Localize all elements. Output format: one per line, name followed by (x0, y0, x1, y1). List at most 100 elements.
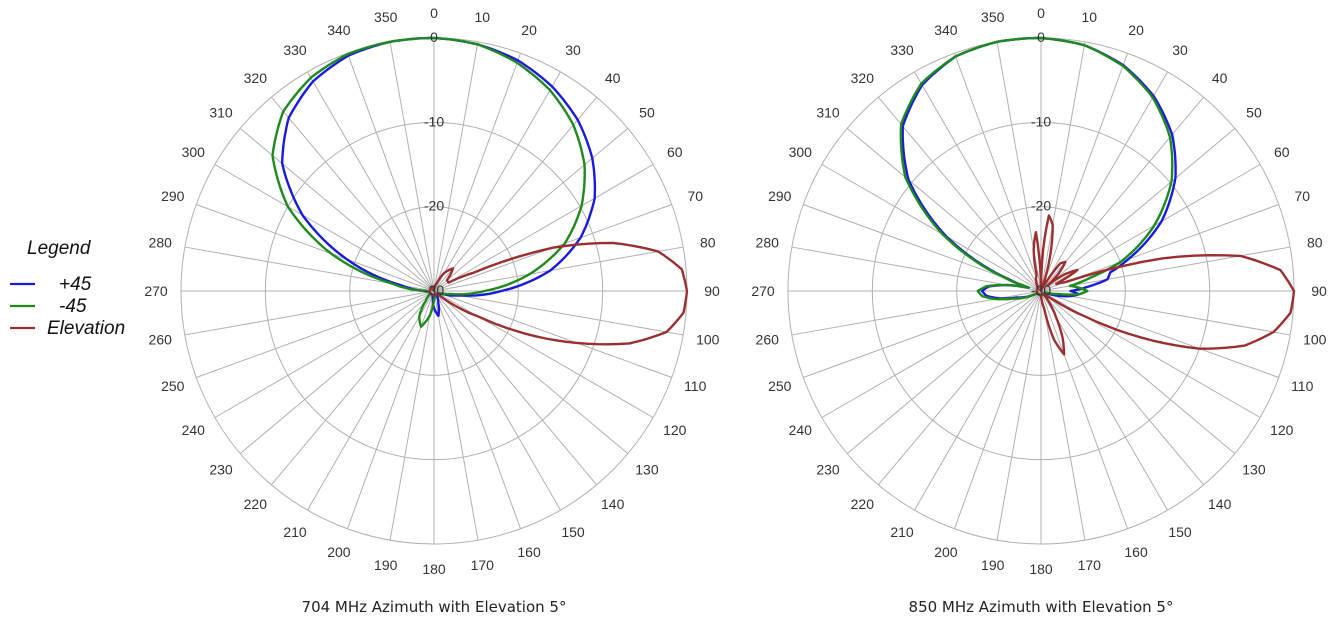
angular-tick-label: 340 (327, 22, 351, 38)
grid-spoke (196, 203, 435, 292)
radial-tick-labels: 0 -10 -20 -30 (1031, 29, 1051, 298)
angular-tick-label: 120 (1270, 422, 1294, 438)
angular-tick-labels: 0 10 20 30 40 50 60 70 80 90 100 110 120 130 140 150 160… (144, 5, 720, 577)
series-line-minus45 (899, 36, 1174, 301)
grid-spoke (1040, 290, 1168, 511)
grid-spoke (196, 290, 435, 379)
angular-tick-label: 160 (517, 544, 541, 560)
grid-spoke (433, 290, 684, 336)
grid-spoke (433, 290, 479, 541)
angular-tick-label: 260 (756, 331, 780, 347)
grid-spoke (307, 71, 435, 292)
angular-tick-label: 70 (687, 188, 703, 204)
grid-spoke (214, 164, 435, 292)
grid-spoke (791, 246, 1042, 292)
angular-tick-label: 60 (1274, 144, 1290, 160)
angular-tick-label: 170 (1078, 557, 1102, 573)
grid-spoke (1040, 127, 1236, 292)
angular-tick-label: 20 (1128, 22, 1144, 38)
angular-tick-label: 240 (182, 422, 206, 438)
angular-tick-label: 270 (751, 283, 775, 299)
angular-tick-label: 130 (635, 462, 659, 478)
angular-tick-label: 200 (934, 544, 958, 560)
angular-tick-label: 100 (696, 331, 720, 347)
grid-spoke (846, 127, 1042, 292)
angular-tick-label: 50 (639, 104, 655, 120)
grid-spoke (433, 290, 654, 418)
grid-spoke (433, 290, 561, 511)
grid-spoke (433, 53, 522, 292)
angular-tick-label: 230 (209, 462, 233, 478)
angular-tick-label: 210 (890, 524, 914, 540)
angular-tick-label: 330 (890, 42, 914, 58)
series-line-Elevation (428, 241, 689, 346)
grid-spoke (1040, 290, 1129, 529)
angular-tick-label: 310 (816, 104, 840, 120)
radial-tick-label: -10 (424, 113, 444, 129)
angular-tick-label: 80 (1307, 235, 1323, 251)
angular-tick-label: 290 (161, 188, 185, 204)
chart-caption: 850 MHz Azimuth with Elevation 5° (909, 598, 1174, 616)
polar-chart-850: 0 10 20 30 40 50 60 70 80 90 100 110 120 130 140 150 160… (751, 5, 1327, 616)
angular-tick-label: 220 (244, 496, 268, 512)
angular-tick-label: 210 (283, 524, 307, 540)
grid-spoke (1040, 290, 1086, 541)
radial-tick-label: -20 (1031, 198, 1051, 214)
grid-spoke (214, 290, 435, 418)
angular-tick-label: 160 (1124, 544, 1148, 560)
grid-spoke (1040, 41, 1086, 292)
angular-tick-label: 130 (1242, 462, 1266, 478)
angular-tick-label: 40 (605, 70, 621, 86)
grid-spoke (821, 290, 1042, 418)
angular-tick-label: 0 (430, 5, 438, 21)
grid-spoke (1040, 71, 1168, 292)
grid-spoke (346, 290, 435, 529)
legend-label: +45 (59, 274, 92, 295)
grid-spoke (433, 127, 629, 292)
angular-tick-label: 350 (374, 9, 398, 25)
radial-tick-label: -30 (1031, 282, 1051, 298)
radial-tick-label: -10 (1031, 113, 1051, 129)
angular-tick-label: 350 (981, 9, 1005, 25)
angular-tick-label: 140 (1208, 496, 1232, 512)
angular-tick-label: 220 (851, 496, 875, 512)
grid-spoke (239, 290, 435, 455)
angular-tick-label: 180 (422, 561, 446, 577)
angular-tick-label: 150 (1168, 524, 1192, 540)
grid-spoke (1040, 246, 1291, 292)
angular-tick-label: 120 (663, 422, 687, 438)
grid-spoke (996, 290, 1042, 541)
grid-spoke (433, 290, 522, 529)
angular-tick-label: 20 (521, 22, 537, 38)
angular-tick-label: 70 (1294, 188, 1310, 204)
angular-tick-label: 300 (789, 144, 813, 160)
grid-spoke (433, 246, 684, 292)
angular-tick-label: 190 (374, 557, 398, 573)
angular-tick-label: 30 (1172, 42, 1188, 58)
grid-spoke (433, 290, 672, 379)
grid-spoke (433, 71, 561, 292)
grid-spoke (821, 164, 1042, 292)
angular-tick-label: 260 (149, 331, 173, 347)
radial-tick-labels: 0 -10 -20 -30 (424, 29, 444, 298)
angular-tick-label: 250 (161, 378, 185, 394)
angular-tick-label: 200 (327, 544, 351, 560)
series-line-Elevation (1032, 214, 1296, 356)
angular-tick-label: 230 (816, 462, 840, 478)
angular-tick-label: 340 (934, 22, 958, 38)
grid-spoke (1040, 290, 1205, 486)
grid-spoke (803, 290, 1042, 379)
angular-tick-label: 320 (851, 70, 875, 86)
angular-tick-label: 280 (149, 235, 173, 251)
angular-tick-label: 0 (1037, 5, 1045, 21)
angular-tick-label: 330 (283, 42, 307, 58)
angular-tick-label: 10 (1081, 9, 1097, 25)
grid-spoke (1040, 96, 1205, 292)
legend-title: Legend (27, 238, 92, 259)
grid-spoke (1040, 290, 1279, 379)
radial-tick-label: -30 (424, 282, 444, 298)
grid-spoke (270, 290, 435, 486)
angular-tick-label: 90 (1311, 283, 1327, 299)
